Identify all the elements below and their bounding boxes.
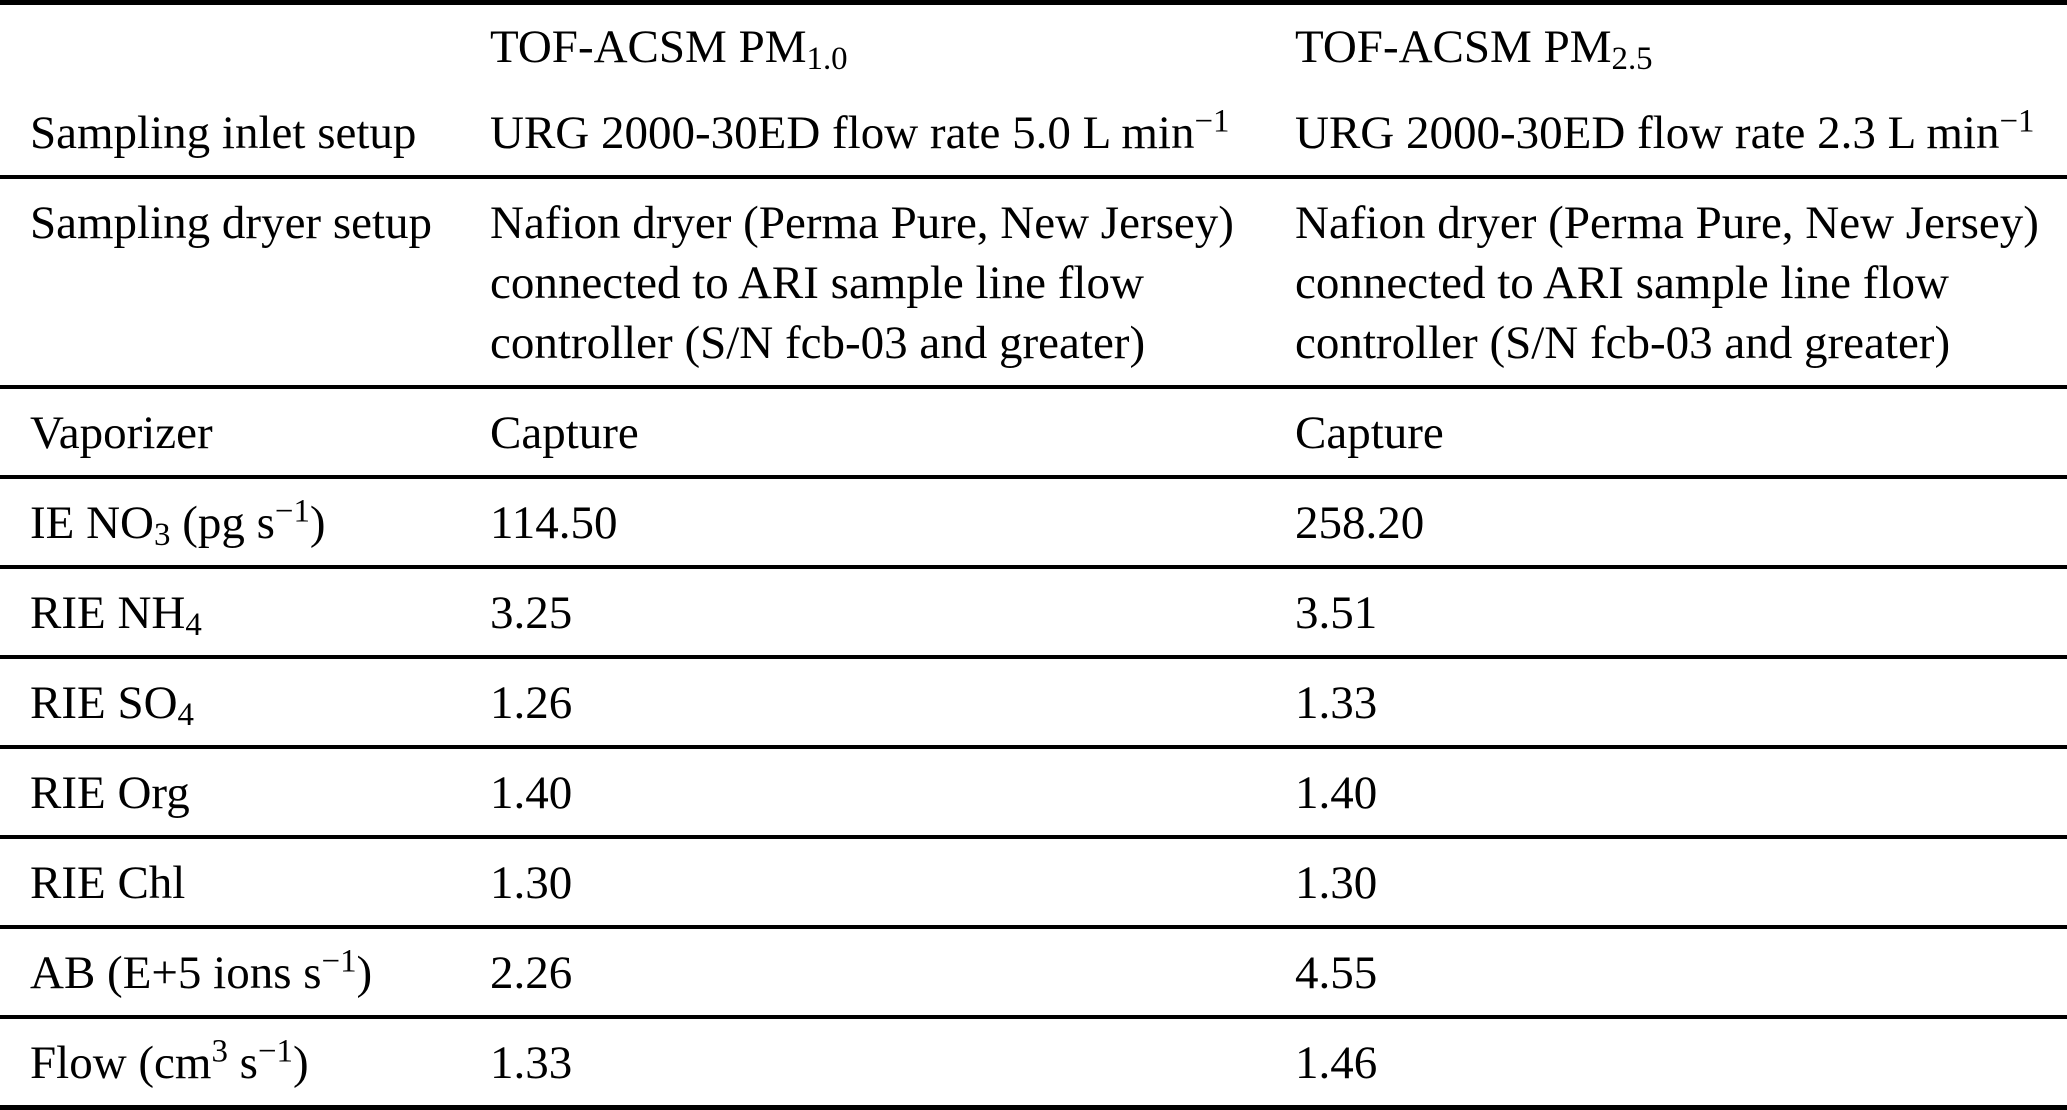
text-run: ): [309, 497, 326, 549]
pm10-value-cell: 1.26: [490, 657, 1295, 747]
pm10-value-cell: 2.26: [490, 927, 1295, 1017]
table-row-rie-nh4: RIE NH4 3.25 3.51: [0, 567, 2067, 657]
text-run: TOF-ACSM PM: [490, 21, 807, 73]
row-label-cell: RIE Chl: [0, 837, 490, 927]
row-label-cell: Sampling dryer setup: [0, 177, 490, 387]
subscript: 4: [185, 607, 202, 644]
text-run: 1.30: [1295, 857, 1378, 909]
text-run: (pg s: [170, 497, 275, 549]
text-run: RIE SO: [30, 677, 178, 729]
pm25-value-cell: 1.46: [1295, 1017, 2067, 1108]
header-pm25: TOF-ACSM PM2.5: [1295, 3, 2067, 90]
row-label-cell: IE NO3 (pg s−1): [0, 477, 490, 567]
text-run: 114.50: [490, 497, 618, 549]
subscript: 3: [154, 517, 171, 554]
text-run: URG 2000-30ED flow rate 2.3 L min: [1295, 107, 2000, 159]
table-row-rie-org: RIE Org 1.40 1.40: [0, 747, 2067, 837]
text-run: Capture: [1295, 407, 1444, 459]
pm25-value-cell: 3.51: [1295, 567, 2067, 657]
text-run: 2.26: [490, 947, 573, 999]
subscript: 1.0: [806, 41, 848, 78]
pm10-value-cell: Nafion dryer (Perma Pure, New Jersey) co…: [490, 177, 1295, 387]
superscript: 3: [211, 1033, 228, 1070]
pm10-value-cell: 1.40: [490, 747, 1295, 837]
subscript: 2.5: [1611, 41, 1653, 78]
superscript: −1: [274, 493, 310, 530]
pm25-value-cell: 1.40: [1295, 747, 2067, 837]
pm25-value-cell: 4.55: [1295, 927, 2067, 1017]
text-run: 1.33: [490, 1037, 573, 1089]
text-run: ): [356, 947, 373, 999]
text-run: Flow (cm: [30, 1037, 212, 1089]
row-label-cell: Vaporizer: [0, 387, 490, 477]
pm10-value-cell: 1.30: [490, 837, 1295, 927]
table-row-ab: AB (E+5 ions s−1) 2.26 4.55: [0, 927, 2067, 1017]
text-run: 1.46: [1295, 1037, 1378, 1089]
header-empty-cell: [0, 3, 490, 90]
table-row-rie-chl: RIE Chl 1.30 1.30: [0, 837, 2067, 927]
table-row-vaporizer: Vaporizer Capture Capture: [0, 387, 2067, 477]
text-run: TOF-ACSM PM: [1295, 21, 1612, 73]
text-run: 1.40: [490, 767, 573, 819]
text-run: Sampling inlet setup: [30, 107, 417, 159]
table-body: Sampling inlet setup URG 2000-30ED flow …: [0, 89, 2067, 1108]
pm25-value-cell: 1.30: [1295, 837, 2067, 927]
row-label-cell: RIE Org: [0, 747, 490, 837]
row-label-cell: Flow (cm3 s−1): [0, 1017, 490, 1108]
row-label-cell: Sampling inlet setup: [0, 89, 490, 177]
text-run: 1.30: [490, 857, 573, 909]
text-run: URG 2000-30ED flow rate 5.0 L min: [490, 107, 1195, 159]
text-run: 3.25: [490, 587, 573, 639]
superscript: −1: [257, 1033, 293, 1070]
pm25-value-cell: URG 2000-30ED flow rate 2.3 L min−1: [1295, 89, 2067, 177]
text-run: Nafion dryer (Perma Pure, New Jersey) co…: [490, 197, 1246, 369]
table-row-ie-no3: IE NO3 (pg s−1) 114.50 258.20: [0, 477, 2067, 567]
row-label-cell: RIE NH4: [0, 567, 490, 657]
text-run: Nafion dryer (Perma Pure, New Jersey) co…: [1295, 197, 2051, 369]
pm25-value-cell: Nafion dryer (Perma Pure, New Jersey) co…: [1295, 177, 2067, 387]
text-run: Sampling dryer setup: [30, 197, 433, 249]
text-run: RIE NH: [30, 587, 186, 639]
text-run: s: [227, 1037, 258, 1089]
pm25-value-cell: Capture: [1295, 387, 2067, 477]
text-run: IE NO: [30, 497, 154, 549]
pm25-value-cell: 1.33: [1295, 657, 2067, 747]
text-run: 1.33: [1295, 677, 1378, 729]
row-label-cell: AB (E+5 ions s−1): [0, 927, 490, 1017]
pm10-value-cell: 3.25: [490, 567, 1295, 657]
text-run: 3.51: [1295, 587, 1378, 639]
table-row-rie-so4: RIE SO4 1.26 1.33: [0, 657, 2067, 747]
table-row-sampling-inlet-setup: Sampling inlet setup URG 2000-30ED flow …: [0, 89, 2067, 177]
pm10-value-cell: URG 2000-30ED flow rate 5.0 L min−1: [490, 89, 1295, 177]
text-run: AB (E+5 ions s: [30, 947, 322, 999]
pm10-value-cell: 114.50: [490, 477, 1295, 567]
superscript: −1: [321, 943, 357, 980]
text-run: Capture: [490, 407, 639, 459]
text-run: 258.20: [1295, 497, 1425, 549]
header-pm10: TOF-ACSM PM1.0: [490, 3, 1295, 90]
table-row-flow: Flow (cm3 s−1) 1.33 1.46: [0, 1017, 2067, 1108]
pm10-value-cell: Capture: [490, 387, 1295, 477]
superscript: −1: [1194, 103, 1230, 140]
table-row-sampling-dryer-setup: Sampling dryer setup Nafion dryer (Perma…: [0, 177, 2067, 387]
superscript: −1: [1999, 103, 2035, 140]
text-run: Vaporizer: [30, 407, 213, 459]
table-header-row: TOF-ACSM PM1.0 TOF-ACSM PM2.5: [0, 3, 2067, 90]
pm10-value-cell: 1.33: [490, 1017, 1295, 1108]
pm25-value-cell: 258.20: [1295, 477, 2067, 567]
text-run: 1.40: [1295, 767, 1378, 819]
text-run: 4.55: [1295, 947, 1378, 999]
text-run: RIE Org: [30, 767, 190, 819]
subscript: 4: [177, 697, 194, 734]
row-label-cell: RIE SO4: [0, 657, 490, 747]
text-run: RIE Chl: [30, 857, 186, 909]
text-run: 1.26: [490, 677, 573, 729]
text-run: ): [292, 1037, 309, 1089]
